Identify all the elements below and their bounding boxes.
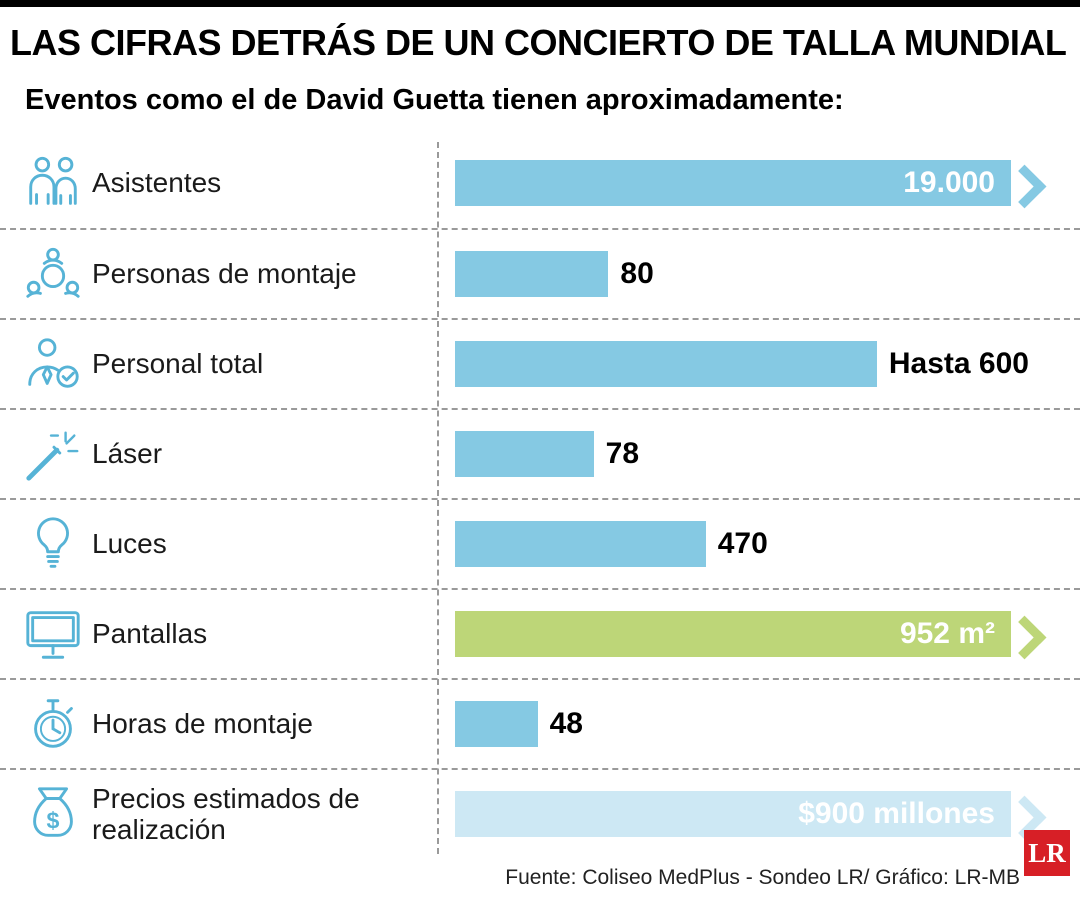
bar-value: 470: [717, 527, 768, 560]
row-label: Precios estimados de realización: [92, 782, 360, 845]
bar: $900 millones: [455, 791, 1011, 837]
page-subtitle: Eventos como el de David Guetta tienen a…: [25, 84, 844, 116]
page-title: LAS CIFRAS DETRÁS DE UN CONCIERTO DE TAL…: [10, 22, 1067, 63]
source-text: Fuente: Coliseo MedPlus - Sondeo LR/ Grá…: [505, 866, 1020, 889]
lr-logo-text: LR: [1028, 837, 1066, 868]
bar-zone: 470: [455, 521, 1045, 567]
bar-zone: 19.000: [455, 160, 1045, 206]
laser-icon: [14, 423, 92, 485]
chart-row: Asistentes 19.000: [0, 138, 1080, 228]
bar: [455, 341, 877, 387]
total-staff-icon: [14, 333, 92, 395]
chart-row: Horas de montaje 48: [0, 678, 1080, 768]
bar: [455, 521, 706, 567]
row-label: Personas de montaje: [92, 258, 357, 290]
bar: [455, 251, 609, 297]
bar: 19.000: [455, 160, 1011, 206]
chart-row: Láser 78: [0, 408, 1080, 498]
chart-row: Personal total Hasta 600: [0, 318, 1080, 408]
bar-arrow-icon: [1017, 160, 1043, 206]
row-label: Luces: [92, 528, 167, 560]
bar-value: 19.000: [903, 166, 995, 199]
bar-chart: Asistentes 19.000 Personas de montaje 80 Per…: [0, 138, 1080, 858]
chart-row: $ Precios estimados de realización $900 mi…: [0, 768, 1080, 858]
bar-zone: 78: [455, 431, 1045, 477]
attendees-icon: [14, 152, 92, 214]
bar-value: 48: [549, 707, 583, 740]
row-label: Personal total: [92, 348, 264, 380]
bar-value: 80: [620, 257, 654, 290]
chart-row: Pantallas 952 m²: [0, 588, 1080, 678]
bar-arrow-icon: [1017, 611, 1043, 657]
bar-zone: 48: [455, 701, 1045, 747]
lr-logo: LR: [1024, 830, 1070, 876]
bar-value: Hasta 600: [888, 347, 1029, 380]
bar-zone: Hasta 600: [455, 341, 1045, 387]
hours-icon: [14, 693, 92, 755]
bar: 952 m²: [455, 611, 1011, 657]
bar-zone: $900 millones: [455, 791, 1045, 837]
setup-crew-icon: [14, 243, 92, 305]
row-label: Horas de montaje: [92, 708, 314, 740]
divider-vertical-dashed: [437, 142, 439, 854]
screens-icon: [14, 603, 92, 665]
bar-value: 952 m²: [899, 617, 995, 650]
footer: Fuente: Coliseo MedPlus - Sondeo LR/ Grá…: [0, 830, 1080, 900]
bar-value: $900 millones: [798, 797, 995, 830]
price-icon: $: [14, 783, 92, 845]
bar: [455, 431, 594, 477]
row-label: Asistentes: [92, 167, 222, 199]
chart-row: Luces 470: [0, 498, 1080, 588]
bar: [455, 701, 538, 747]
svg-text:$: $: [47, 808, 60, 834]
lights-icon: [14, 513, 92, 575]
row-label: Láser: [92, 438, 163, 470]
row-label: Pantallas: [92, 618, 208, 650]
bar-zone: 952 m²: [455, 611, 1045, 657]
bar-value: 78: [605, 437, 640, 470]
top-rule: [0, 0, 1080, 7]
bar-zone: 80: [455, 251, 1045, 297]
chart-row: Personas de montaje 80: [0, 228, 1080, 318]
